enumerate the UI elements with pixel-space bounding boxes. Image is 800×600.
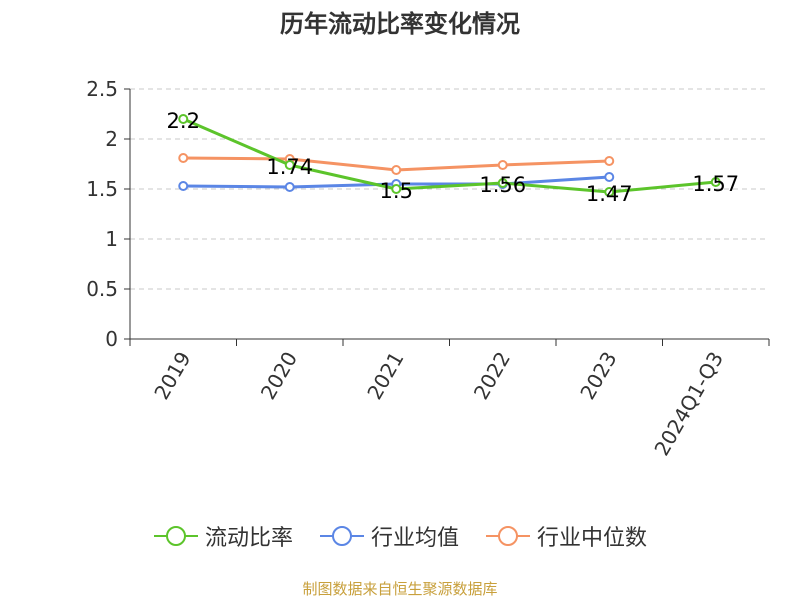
data-label: 1.47 [586,182,633,206]
data-point [710,177,721,187]
data-label: 1.57 [692,172,739,196]
y-tick-label: 1.5 [86,177,118,201]
x-tick-label: 2021 [362,348,408,404]
data-point [497,178,508,188]
data-point [284,160,295,170]
y-tick-label: 0.5 [86,277,118,301]
x-tick-label: 2023 [575,348,621,404]
legend-item-industry-mean[interactable]: 行业均值 [319,520,459,552]
x-tick-label: 2019 [149,348,195,404]
data-label: 1.5 [380,179,413,203]
y-tick-label: 1 [105,227,118,251]
data-point [178,181,189,191]
legend-marker-current-ratio [153,526,198,546]
x-tick-label: 2022 [469,348,515,404]
legend: 流动比率 行业均值 行业中位数 [0,520,800,552]
data-label: 2.2 [167,109,200,133]
x-tick-label: 2020 [256,348,302,404]
legend-label-industry-mean: 行业均值 [370,526,459,551]
legend-item-current-ratio[interactable]: 流动比率 [153,520,293,552]
legend-marker-industry-median [486,526,530,546]
data-point [284,182,295,192]
data-label: 1.74 [266,155,313,179]
legend-item-industry-median[interactable]: 行业中位数 [485,520,647,552]
data-point [391,165,402,175]
y-tick-label: 2 [105,127,118,151]
data-source-note: 制图数据来自恒生聚源数据库 [302,580,498,598]
data-point [604,172,615,182]
data-point [178,153,189,163]
legend-marker-industry-mean [319,526,364,546]
legend-label-current-ratio: 流动比率 [204,526,293,551]
y-tick-label: 0 [105,327,118,351]
data-label: 1.56 [479,173,526,197]
data-point [604,156,615,166]
y-tick-label: 2.5 [86,77,118,101]
chart-title: 历年流动比率变化情况 [280,10,520,38]
data-point [178,114,189,124]
legend-label-industry-median: 行业中位数 [537,526,648,551]
data-point [497,160,508,170]
x-tick-label: 2024Q1-Q3 [649,348,728,460]
series-line [182,117,716,194]
data-point [604,187,615,197]
data-point [391,184,402,194]
